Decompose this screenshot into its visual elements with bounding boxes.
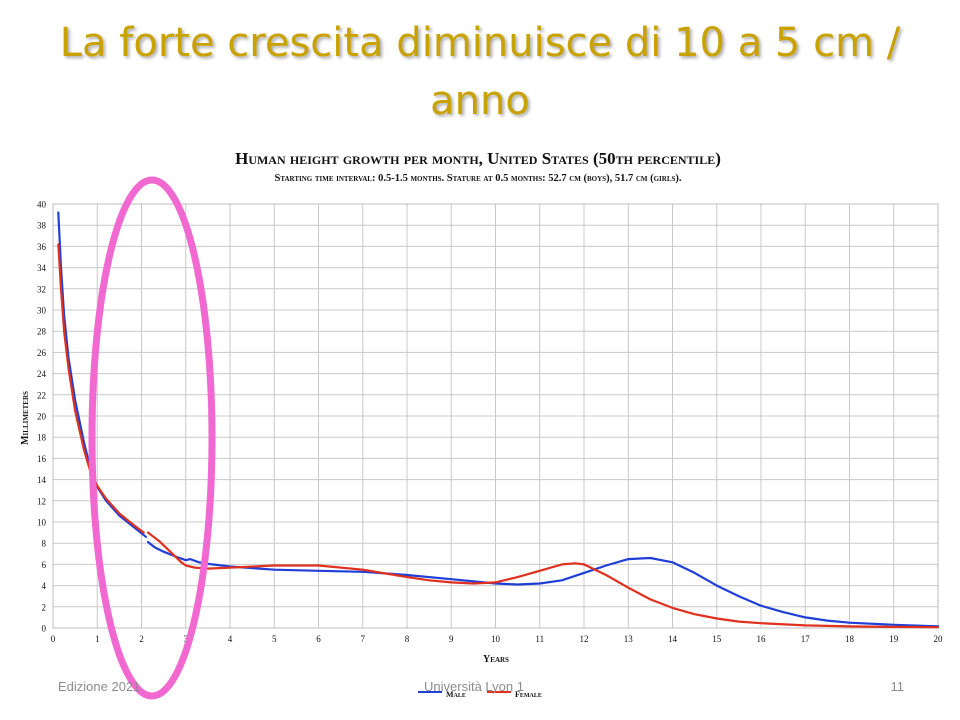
footer-university: Università Lyon 1 [424, 679, 524, 694]
y-tick-label: 34 [37, 263, 47, 273]
x-tick-label: 14 [668, 634, 678, 644]
growth-chart: Human height growth per month, United St… [20, 149, 943, 700]
x-tick-label: 1 [95, 634, 100, 644]
x-tick-label: 20 [934, 634, 944, 644]
y-tick-label: 36 [37, 242, 47, 252]
female-series-line [147, 531, 940, 629]
y-axis-label: Millimeters [20, 391, 31, 445]
y-tick-label: 14 [37, 475, 47, 485]
y-tick-label: 12 [37, 496, 46, 506]
female-legend-label: Female [515, 690, 542, 699]
chart-subtitle: Starting time interval: 0.5-1.5 months. … [274, 173, 681, 184]
y-tick-label: 0 [42, 624, 47, 634]
y-tick-label: 40 [37, 200, 47, 210]
y-tick-label: 4 [42, 581, 47, 591]
x-tick-label: 0 [51, 634, 56, 644]
footer-page-number: 11 [890, 679, 905, 694]
plot-frame [52, 203, 939, 629]
highlight-ellipse [88, 176, 216, 700]
footer-edition: Edizione 2021 [58, 679, 141, 694]
male-series-line [147, 541, 940, 628]
male-series-line [57, 211, 147, 538]
x-tick-label: 12 [580, 634, 589, 644]
x-tick-label: 8 [405, 634, 410, 644]
y-tick-label: 32 [37, 284, 46, 294]
x-tick-label: 9 [449, 634, 454, 644]
x-tick-label: 10 [491, 634, 501, 644]
y-tick-label: 16 [37, 454, 47, 464]
series-lines [57, 211, 940, 629]
x-tick-label: 17 [801, 634, 811, 644]
x-tick-label: 19 [889, 634, 899, 644]
y-tick-label: 28 [37, 327, 47, 337]
female-series-line [57, 243, 145, 534]
x-tick-label: 13 [624, 634, 634, 644]
chart-title: Human height growth per month, United St… [235, 149, 721, 168]
y-tick-label: 38 [37, 221, 47, 231]
x-tick-label: 7 [361, 634, 366, 644]
slide-title: La forte crescita diminuisce di 10 a 5 c… [59, 20, 901, 124]
y-tick-label: 24 [37, 369, 47, 379]
y-tick-label: 6 [42, 560, 47, 570]
y-tick-label: 30 [37, 306, 47, 316]
y-tick-label: 2 [42, 602, 47, 612]
x-axis-label: Years [483, 654, 509, 665]
x-tick-label: 4 [228, 634, 233, 644]
y-tick-label: 22 [37, 390, 46, 400]
x-tick-label: 11 [535, 634, 544, 644]
x-tick-label: 15 [712, 634, 722, 644]
x-tick-label: 16 [757, 634, 767, 644]
x-tick-label: 2 [139, 634, 144, 644]
male-legend-label: Male [446, 690, 466, 699]
legend: Male Female [418, 690, 542, 699]
y-tick-label: 10 [37, 518, 47, 528]
x-tick-label: 6 [316, 634, 321, 644]
y-tick-label: 20 [37, 412, 47, 422]
x-tick-label: 18 [845, 634, 855, 644]
x-tick-label: 5 [272, 634, 277, 644]
y-tick-label: 18 [37, 433, 47, 443]
y-tick-label: 8 [42, 539, 47, 549]
y-tick-label: 26 [37, 348, 47, 358]
